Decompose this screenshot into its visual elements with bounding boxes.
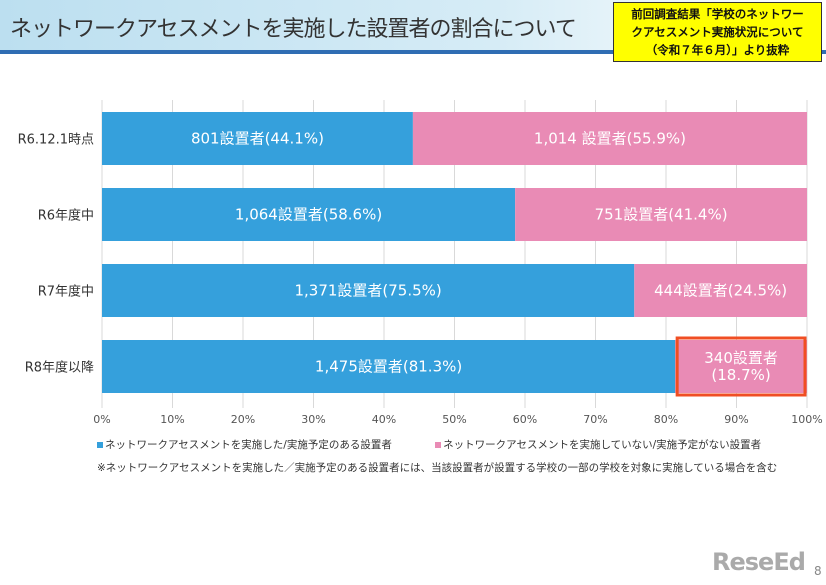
stacked-bar-chart: 0% 10% 20% 30% 40% 50% 60% 70% 80% 90% 100% R6.12.1… — [18, 100, 823, 426]
data-label: 1,014 設置者(55.9%) — [534, 130, 686, 148]
bar-segment — [675, 340, 807, 393]
category-label: R7年度中 — [38, 284, 94, 300]
category-label: R6.12.1時点 — [18, 133, 94, 148]
logo: ReseEd — [712, 548, 806, 576]
x-tick-label: 100% — [791, 413, 822, 426]
x-tick-label: 70% — [583, 413, 607, 426]
x-tick-label: 20% — [231, 413, 255, 426]
x-tick-label: 30% — [301, 413, 325, 426]
page-number: 8 — [814, 564, 822, 578]
bar-segment — [102, 340, 676, 393]
data-label: (18.7%) — [711, 366, 770, 384]
x-tick-label: 80% — [654, 413, 678, 426]
legend-swatch — [97, 442, 103, 448]
x-tick-label: 0% — [93, 413, 110, 426]
x-tick-label: 10% — [160, 413, 184, 426]
bar-segment — [102, 112, 413, 165]
legend-swatch — [435, 442, 442, 448]
bar-segment — [102, 188, 516, 241]
bar-segment — [515, 188, 807, 241]
source-note-box: 前回調査結果「学校のネットワー クアセスメント実施状況について （令和７年６月）… — [613, 2, 822, 62]
page-title: ネットワークアセスメントを実施した設置者の割合について — [10, 17, 576, 42]
bar-segment — [634, 264, 807, 317]
title-underline — [0, 50, 826, 54]
legend-label: ネットワークアセスメントを実施した/実施予定のある設置者 — [105, 439, 392, 451]
legend-item: ネットワークアセスメントを実施していない/実施予定がない設置者 — [435, 437, 761, 452]
category-label: R8年度以降 — [25, 360, 94, 376]
source-line: （令和７年６月）」より抜粋 — [645, 43, 790, 57]
x-tick-label: 90% — [724, 413, 748, 426]
legend-item: ネットワークアセスメントを実施した/実施予定のある設置者 — [97, 437, 392, 452]
legend-label: ネットワークアセスメントを実施していない/実施予定がない設置者 — [443, 439, 762, 451]
source-line: クアセスメント実施状況について — [631, 25, 804, 39]
data-label: 1,064設置者(58.6%) — [235, 206, 382, 224]
data-label: 340設置者 — [704, 349, 778, 367]
bar-segment — [412, 112, 807, 165]
x-tick-label: 40% — [372, 413, 396, 426]
data-label: 751設置者(41.4%) — [595, 206, 728, 224]
footnote: ※ネットワークアセスメントを実施した／実施予定のある設置者には、当該設置者が設置… — [97, 462, 778, 474]
data-label: 1,475設置者(81.3%) — [315, 358, 462, 376]
highlight-box — [675, 336, 807, 397]
x-tick-label: 50% — [442, 413, 466, 426]
x-tick-label: 60% — [513, 413, 537, 426]
bar-segment — [102, 264, 635, 317]
data-label: 1,371設置者(75.5%) — [294, 282, 441, 300]
category-label: R6年度中 — [38, 208, 94, 224]
legend: ネットワークアセスメントを実施した/実施予定のある設置者 ネットワークアセスメン… — [97, 437, 801, 452]
source-line: 前回調査結果「学校のネットワー — [631, 7, 804, 21]
data-label: 801設置者(44.1%) — [191, 130, 324, 148]
data-label: 444設置者(24.5%) — [654, 282, 787, 300]
